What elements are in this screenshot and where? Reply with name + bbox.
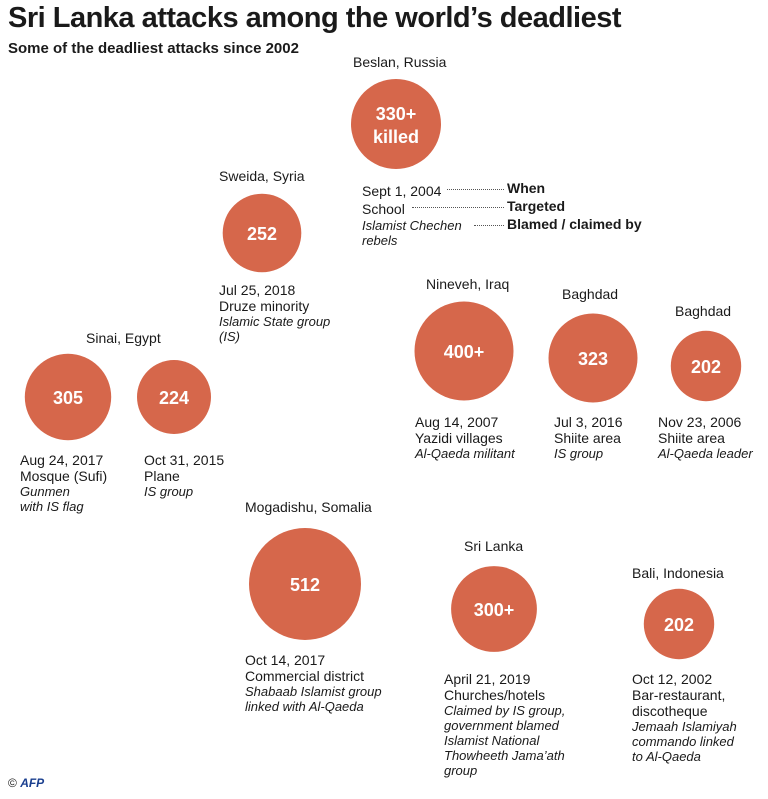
attack-info-7: Oct 31, 2015 Plane IS group: [144, 452, 224, 499]
bubble-unit-1: killed: [373, 127, 419, 147]
location-label-2: Sweida, Syria: [219, 168, 305, 184]
bubble-value-4: 323: [578, 349, 608, 369]
attack-date: Jul 25, 2018: [219, 282, 296, 298]
attack-target: Shiite area: [658, 430, 725, 446]
bubble-value-6: 305: [53, 388, 83, 408]
attack-blamed: Al-Qaeda militant: [415, 446, 515, 461]
location-label-1: Beslan, Russia: [353, 54, 447, 70]
attack-target: Mosque (Sufi): [20, 468, 108, 484]
legend-blamed-label: Blamed / claimed by: [507, 216, 642, 232]
attack-blamed: Al-Qaeda leader: [658, 446, 753, 461]
attack-date: Oct 14, 2017: [245, 652, 326, 668]
bubble-6: [24, 353, 112, 441]
attack-info-8: Oct 14, 2017 Commercial district Shabaab I…: [245, 652, 382, 714]
bubble-value-3: 400+: [444, 342, 485, 362]
bubble-2: [222, 193, 302, 273]
legend-when-label: When: [507, 180, 546, 196]
attack-blamed: Shabaab Islamist group: [245, 684, 382, 699]
attack-blamed: linked with Al-Qaeda: [245, 699, 364, 714]
attack-target: Commercial district: [245, 668, 365, 684]
attack-blamed: Islamic State group: [219, 314, 331, 329]
attack-blamed: Islamist Chechen: [362, 218, 462, 233]
chart-title: Sri Lanka attacks among the world’s dead…: [8, 2, 622, 34]
attack-date: Aug 24, 2017: [20, 452, 104, 468]
attack-blamed: (IS): [219, 329, 240, 344]
bubble-9: [451, 566, 537, 652]
attack-target: Shiite area: [554, 430, 621, 446]
location-label-10: Bali, Indonesia: [632, 565, 724, 581]
attack-blamed: Thowheeth Jama’ath: [444, 748, 565, 763]
attack-blamed: Claimed by IS group,: [444, 703, 566, 718]
attack-target: Bar-restaurant,: [632, 687, 726, 703]
attack-target: Plane: [144, 468, 180, 484]
attack-blamed: commando linked: [632, 734, 734, 749]
attack-date: Oct 31, 2015: [144, 452, 225, 468]
attack-date: Sept 1, 2004: [362, 183, 442, 199]
location-label-9: Sri Lanka: [464, 538, 524, 554]
bubble-5: [670, 330, 742, 402]
bubble-value-7: 224: [159, 388, 189, 408]
legend-targeted: Targeted: [362, 198, 662, 216]
attack-blamed: IS group: [554, 446, 604, 461]
bubble-1: [351, 79, 441, 169]
bubble-value-2: 252: [247, 224, 277, 244]
copyright-symbol: ©: [8, 776, 17, 790]
attack-target: Churches/hotels: [444, 687, 546, 703]
location-label-5: Baghdad: [675, 303, 732, 319]
attack-blamed: to Al-Qaeda: [632, 749, 701, 764]
location-label-3: Nineveh, Iraq: [426, 276, 510, 292]
attack-info-5: Nov 23, 2006 Shiite area Al-Qaeda leader: [658, 414, 753, 461]
attack-date: April 21, 2019: [444, 671, 531, 687]
attack-target: discotheque: [632, 703, 708, 719]
bubble-10: [643, 588, 715, 660]
attack-date: Nov 23, 2006: [658, 414, 742, 430]
attack-target: School: [362, 201, 405, 217]
bubble-8: [249, 528, 361, 640]
bubble-value-10: 202: [664, 615, 694, 635]
location-label-8: Mogadishu, Somalia: [245, 499, 372, 515]
bubble-value-9: 300+: [474, 600, 515, 620]
attack-info-2: Jul 25, 2018 Druze minority Islamic State …: [219, 282, 330, 344]
attack-info-3: Aug 14, 2007 Yazidi villages Al-Qaeda mili…: [415, 414, 515, 461]
attack-blamed: Jemaah Islamiyah: [632, 719, 737, 734]
location-label-6: Sinai, Egypt: [86, 330, 161, 346]
attack-blamed: Gunmen: [20, 484, 70, 499]
legend-targeted-label: Targeted: [507, 198, 566, 214]
attack-blamed: rebels: [362, 233, 398, 248]
attack-info-1: Sept 1, 2004 School Islamist Chechen rebels: [362, 182, 462, 248]
attack-info-6: Aug 24, 2017 Mosque (Sufi) Gunmen with IS f…: [20, 452, 107, 514]
attack-blamed: IS group: [144, 484, 194, 499]
attack-blamed: with IS flag: [20, 499, 84, 514]
bubble-value-1: 330+: [376, 104, 417, 124]
attack-info-10: Oct 12, 2002 Bar-restaurant, discotheque Je…: [632, 671, 737, 764]
legend-when: When: [362, 180, 662, 198]
attack-target: Yazidi villages: [415, 430, 503, 446]
attack-blamed: government blamed: [444, 718, 559, 733]
bubble-value-8: 512: [290, 575, 320, 595]
bubble-7: [137, 360, 211, 434]
attack-info-9: April 21, 2019 Churches/hotels Claimed by …: [444, 671, 565, 778]
attack-info-4: Jul 3, 2016 Shiite area IS group: [554, 414, 623, 461]
location-label-4: Baghdad: [562, 286, 619, 302]
credit: © AFP: [8, 776, 44, 790]
attack-date: Oct 12, 2002: [632, 671, 713, 687]
attack-target: Druze minority: [219, 298, 310, 314]
chart-subtitle: Some of the deadliest attacks since 2002: [8, 40, 299, 57]
attack-date: Jul 3, 2016: [554, 414, 623, 430]
attack-blamed: group: [444, 763, 478, 778]
attack-blamed: Islamist National: [444, 733, 540, 748]
legend-blamed: Blamed / claimed by: [362, 216, 662, 234]
bubble-4: [548, 313, 638, 403]
attack-date: Aug 14, 2007: [415, 414, 499, 430]
bubble-3: [414, 301, 514, 401]
bubble-value-5: 202: [691, 357, 721, 377]
afp-logo: AFP: [20, 776, 45, 790]
